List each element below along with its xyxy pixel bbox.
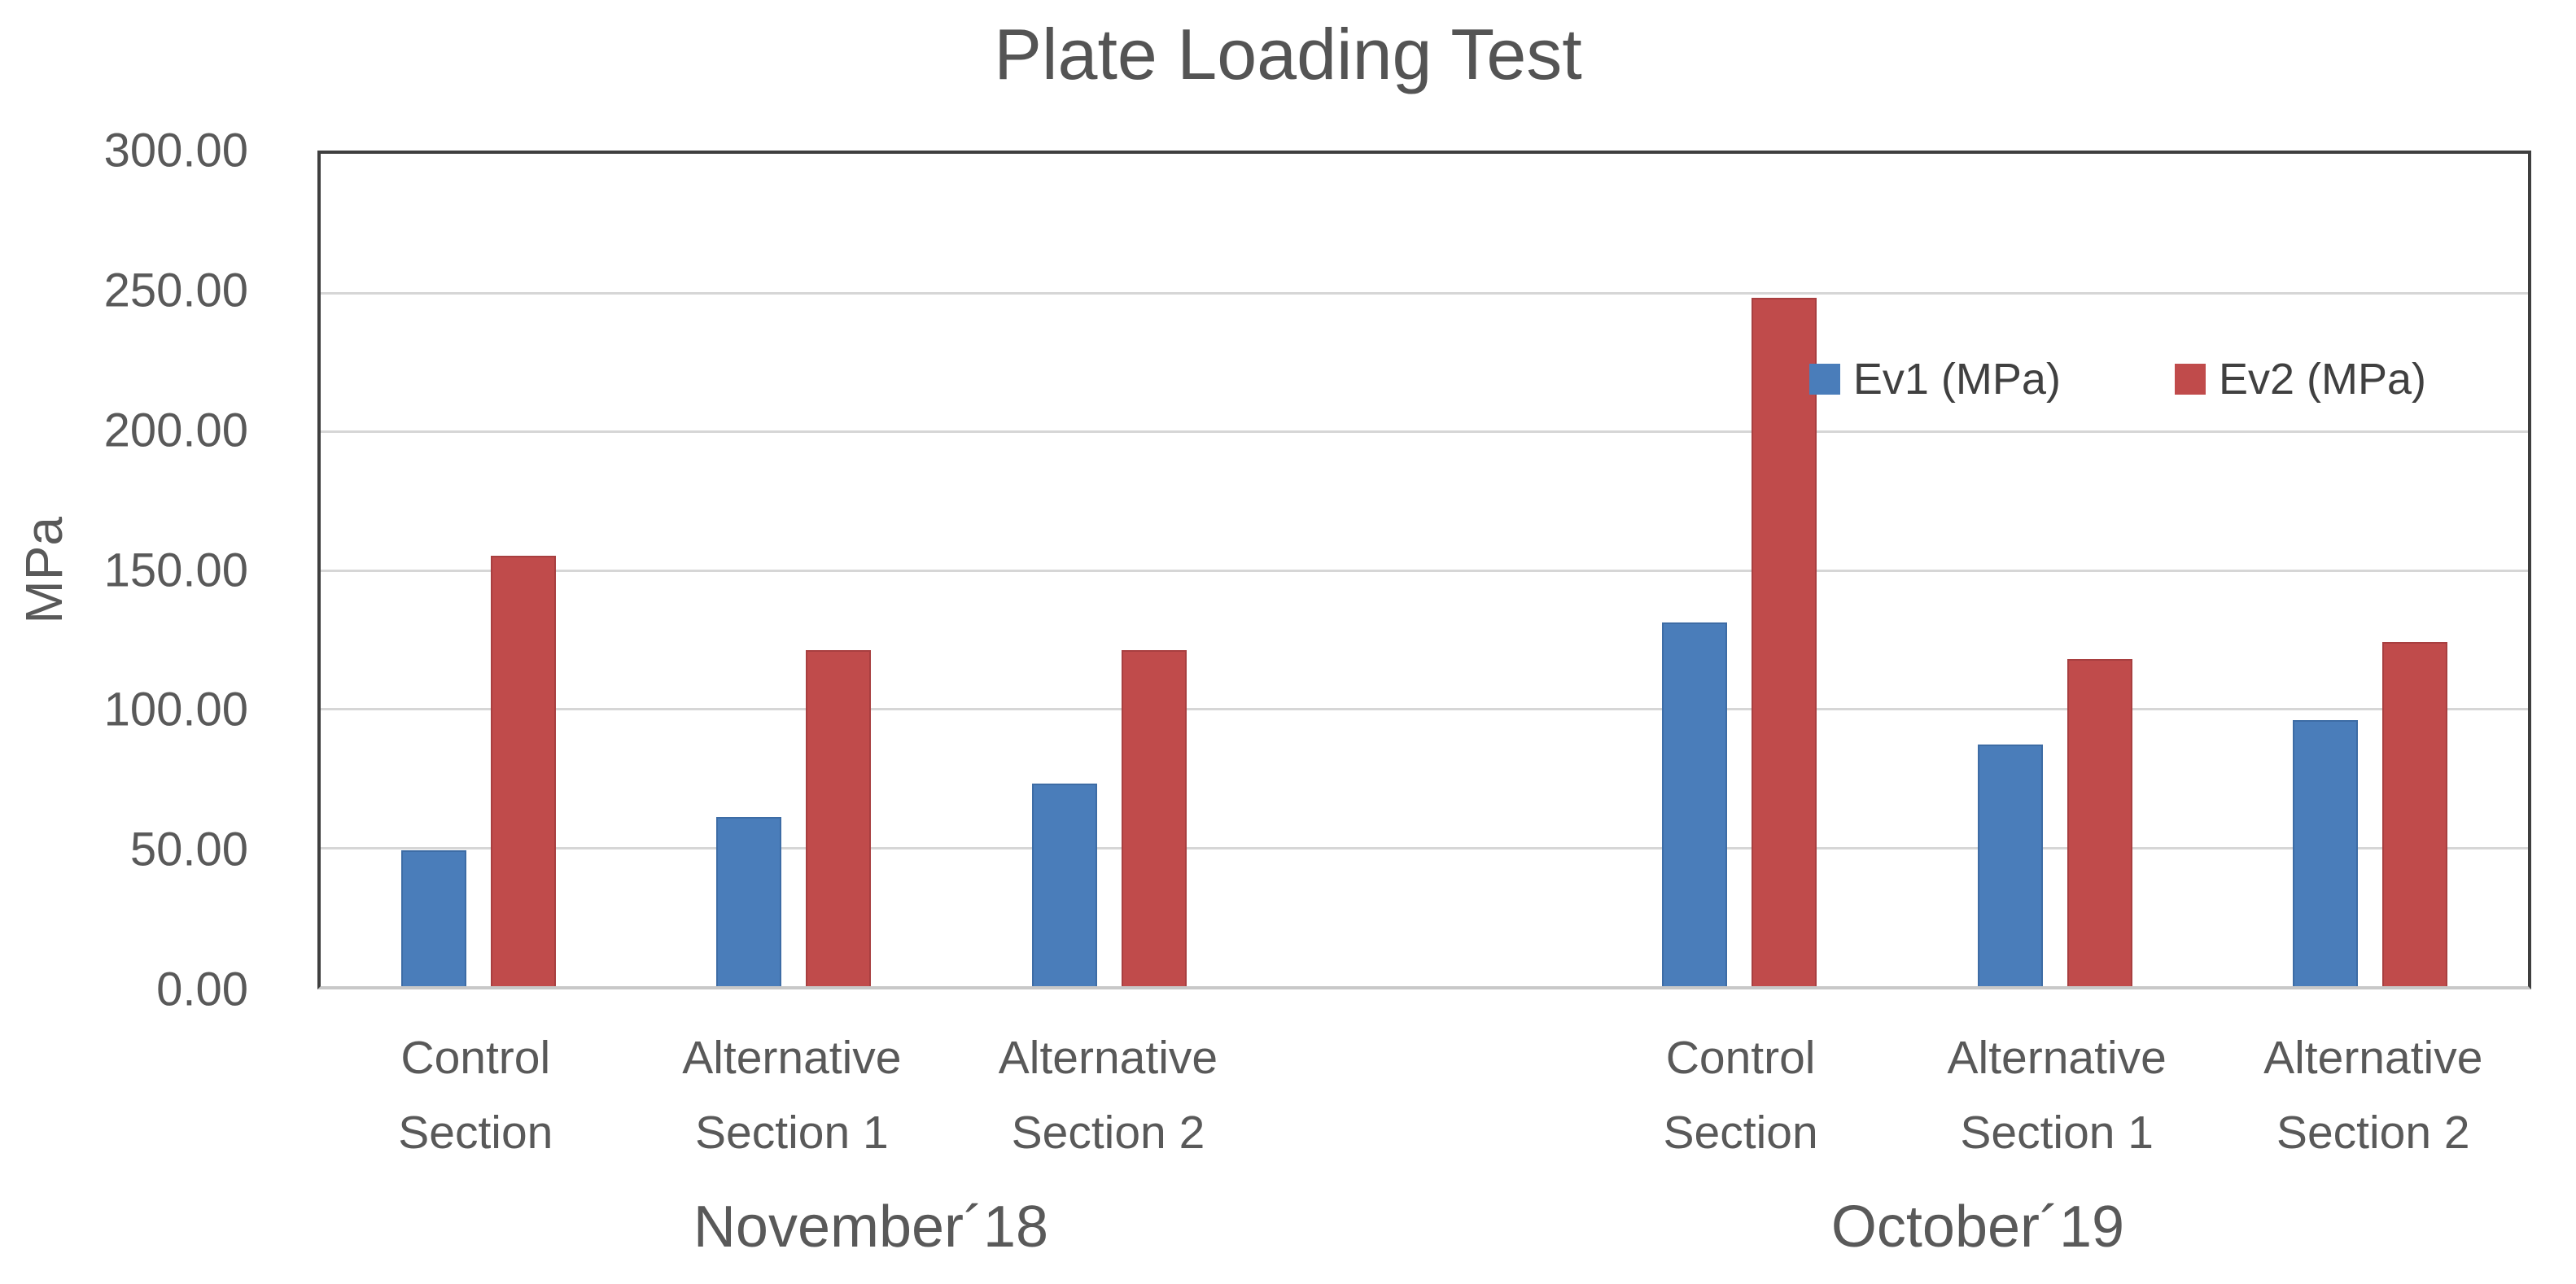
category-label-line: Control xyxy=(400,1032,551,1084)
category-label-line: Section xyxy=(398,1107,553,1159)
bar-ev1 xyxy=(1977,745,2043,986)
gridline xyxy=(321,846,2528,849)
y-axis-tick-label: 300.00 xyxy=(103,124,248,177)
category-label-line: Alternative xyxy=(1947,1032,2167,1084)
category-axis-labels: Control Section Alternative Section 1 Altern… xyxy=(317,1020,2531,1170)
group-label: November´18 xyxy=(693,1194,1049,1260)
category-label: Alternative Section 1 xyxy=(1899,1020,2215,1170)
bar-ev2 xyxy=(490,556,556,986)
category-label-line: Section 1 xyxy=(1960,1107,2154,1159)
category-slot xyxy=(1582,154,1897,986)
gridline xyxy=(321,291,2528,295)
bar-ev2 xyxy=(1752,298,1817,986)
bar-ev1 xyxy=(400,849,466,986)
bar-ev1 xyxy=(716,817,782,986)
legend-swatch-ev2 xyxy=(2174,364,2206,395)
category-label: Control Section xyxy=(1582,1020,1899,1170)
group-label: October´19 xyxy=(1830,1194,2125,1260)
category-label-line: Section xyxy=(1663,1107,1818,1159)
category-label: Alternative Section 1 xyxy=(634,1020,951,1170)
plot-area: Ev1 (MPa) Ev2 (MPa) xyxy=(317,151,2531,989)
y-axis-tick-label: 50.00 xyxy=(129,823,248,876)
bar-ev1 xyxy=(1031,784,1097,986)
legend-item: Ev1 (MPa) xyxy=(1808,354,2061,404)
category-label: Alternative Section 2 xyxy=(950,1020,1266,1170)
category-label-spacer xyxy=(1266,1020,1583,1170)
group-spacer xyxy=(1266,154,1581,986)
y-axis-tick-label: 200.00 xyxy=(103,404,248,457)
y-axis-tick-label: 100.00 xyxy=(103,683,248,736)
gridline xyxy=(321,708,2528,710)
category-slot xyxy=(951,154,1266,986)
group-axis-labels: November´18 October´19 xyxy=(317,1193,2531,1261)
legend-swatch-ev1 xyxy=(1808,364,1840,395)
legend-item: Ev2 (MPa) xyxy=(2174,354,2426,404)
legend-label: Ev1 (MPa) xyxy=(1852,355,2061,404)
bar-ev1 xyxy=(2293,719,2359,986)
category-label: Control Section xyxy=(317,1020,634,1170)
category-label-line: Section 2 xyxy=(1011,1107,1205,1159)
category-slot xyxy=(636,154,951,986)
category-slot xyxy=(2213,154,2528,986)
y-axis-tick-label: 250.00 xyxy=(103,264,248,317)
y-axis-tick-label: 150.00 xyxy=(103,544,248,596)
bar-ev2 xyxy=(2066,658,2132,986)
category-label-line: Alternative xyxy=(682,1032,902,1084)
legend: Ev1 (MPa) Ev2 (MPa) xyxy=(1808,354,2426,404)
category-slot xyxy=(321,154,636,986)
category-label-line: Section 2 xyxy=(2276,1107,2470,1159)
category-label-line: Alternative xyxy=(998,1032,1218,1084)
bar-ev2 xyxy=(806,650,872,986)
gridline xyxy=(321,569,2528,572)
legend-label: Ev2 (MPa) xyxy=(2218,355,2426,404)
bar-series-container xyxy=(321,154,2528,986)
bar-ev2 xyxy=(2382,642,2448,986)
bar-ev1 xyxy=(1662,622,1728,986)
category-label-line: Section 1 xyxy=(695,1107,889,1159)
category-label-line: Control xyxy=(1665,1032,1816,1084)
category-label-line: Alternative xyxy=(2263,1032,2483,1084)
y-axis-tick-label: 0.00 xyxy=(156,963,248,1016)
category-label: Alternative Section 2 xyxy=(2215,1020,2531,1170)
bar-ev2 xyxy=(1121,650,1187,986)
gridline xyxy=(321,430,2528,433)
gridlines xyxy=(321,154,2528,986)
y-axis-tick-labels: 300.00 250.00 200.00 150.00 100.00 50.00 0.00 xyxy=(0,124,281,1016)
category-slot xyxy=(1897,154,2212,986)
chart-title: Plate Loading Test xyxy=(994,14,1582,94)
